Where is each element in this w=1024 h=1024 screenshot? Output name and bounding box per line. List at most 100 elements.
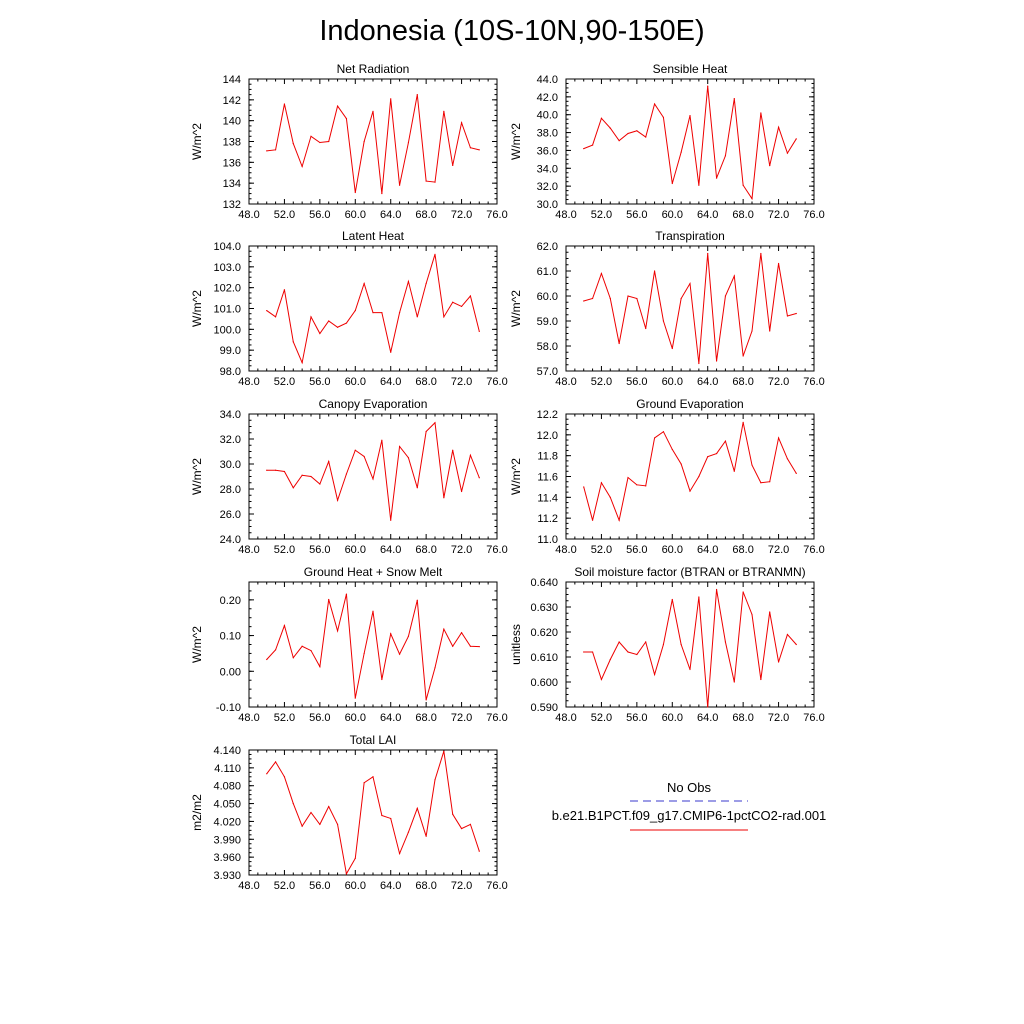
data-point [751, 198, 753, 200]
x-tick-label: 60.0 [345, 376, 366, 388]
y-tick-label: 30.0 [537, 199, 558, 211]
x-tick-label: 60.0 [662, 376, 683, 388]
data-point [460, 632, 463, 634]
data-point [751, 613, 753, 616]
data-point [707, 456, 709, 458]
data-point [645, 641, 647, 643]
data-point [363, 140, 365, 143]
y-tick-label: 102.0 [213, 283, 241, 295]
data-point [372, 312, 374, 314]
data-point [662, 643, 665, 646]
data-point [751, 330, 753, 332]
data-point [680, 643, 682, 646]
data-point [680, 463, 682, 465]
x-tick-label: 52.0 [274, 376, 295, 388]
x-tick-label: 52.0 [274, 712, 295, 724]
data-point [292, 341, 294, 343]
x-tick-label: 72.0 [451, 376, 472, 388]
data-point [292, 802, 294, 805]
x-tick-label: 72.0 [768, 544, 789, 556]
data-point [689, 490, 691, 492]
data-point [653, 673, 656, 676]
y-tick-label: 144 [223, 74, 241, 86]
data-point [600, 117, 603, 119]
data-point [452, 301, 454, 303]
data-point [301, 165, 303, 168]
data-point [786, 458, 789, 460]
y-tick-label: 134 [223, 178, 241, 190]
data-point [345, 322, 348, 324]
y-tick-label: 59.0 [537, 316, 558, 328]
data-point [742, 355, 744, 357]
data-point [698, 362, 700, 365]
data-point [443, 628, 445, 630]
data-point [345, 473, 348, 475]
data-point [274, 761, 277, 763]
legend: No Obs b.e21.B1PCT.f09_g17.CMIP6-1pctCO2… [552, 780, 826, 831]
data-point [689, 115, 691, 117]
x-tick-label: 52.0 [274, 209, 295, 221]
x-tick-label: 64.0 [380, 712, 401, 724]
data-point [609, 297, 611, 300]
data-point [381, 814, 383, 817]
data-point [795, 643, 797, 646]
data-point [724, 155, 727, 157]
y-tick-label: 32.0 [537, 181, 558, 193]
x-tick-label: 52.0 [274, 880, 295, 892]
data-point [627, 132, 629, 135]
y-tick-label: 40.0 [537, 110, 558, 122]
x-tick-label: 60.0 [345, 544, 366, 556]
data-point [733, 470, 735, 472]
data-point [390, 633, 392, 635]
data-point [742, 591, 744, 593]
data-point [434, 779, 436, 781]
data-point [336, 630, 339, 632]
y-tick-label: 4.110 [214, 763, 241, 775]
y-axis-label: W/m^2 [190, 123, 204, 160]
data-point [425, 430, 427, 433]
legend-label-obs: No Obs [667, 780, 712, 795]
data-point [645, 136, 647, 138]
data-point [425, 699, 427, 701]
data-point [381, 312, 383, 314]
x-tick-label: 60.0 [345, 209, 366, 221]
data-point [274, 469, 277, 471]
x-tick-label: 64.0 [380, 376, 401, 388]
data-point [319, 823, 321, 826]
data-point [407, 457, 410, 459]
y-tick-label: 98.0 [220, 366, 241, 378]
data-point [390, 351, 392, 353]
data-point [301, 474, 303, 476]
x-tick-label: 48.0 [555, 712, 576, 724]
data-point [733, 275, 735, 277]
data-point [390, 519, 392, 521]
y-tick-label: 30.0 [220, 459, 241, 471]
x-tick-label: 48.0 [555, 376, 576, 388]
data-point [345, 117, 348, 120]
panel-title: Sensible Heat [653, 62, 728, 76]
x-tick-label: 76.0 [486, 209, 507, 221]
data-point [443, 316, 445, 318]
data-point [769, 481, 771, 483]
data-point [460, 122, 463, 124]
x-tick-label: 68.0 [732, 209, 753, 221]
y-tick-label: 0.20 [220, 595, 241, 607]
data-point [662, 116, 665, 118]
data-point [336, 823, 339, 826]
data-point [689, 668, 691, 671]
data-point [354, 697, 356, 699]
data-point [478, 646, 480, 648]
data-point [478, 330, 480, 333]
x-tick-label: 64.0 [380, 209, 401, 221]
y-tick-label: 99.0 [220, 345, 241, 357]
y-tick-label: 104.0 [213, 241, 241, 253]
data-point [478, 477, 480, 479]
x-tick-label: 52.0 [274, 544, 295, 556]
data-point [715, 360, 718, 362]
y-tick-label: 0.610 [530, 652, 558, 664]
data-point [707, 85, 709, 87]
data-point [372, 110, 374, 112]
data-point [266, 773, 268, 775]
data-point [689, 282, 691, 285]
data-point [336, 499, 339, 501]
